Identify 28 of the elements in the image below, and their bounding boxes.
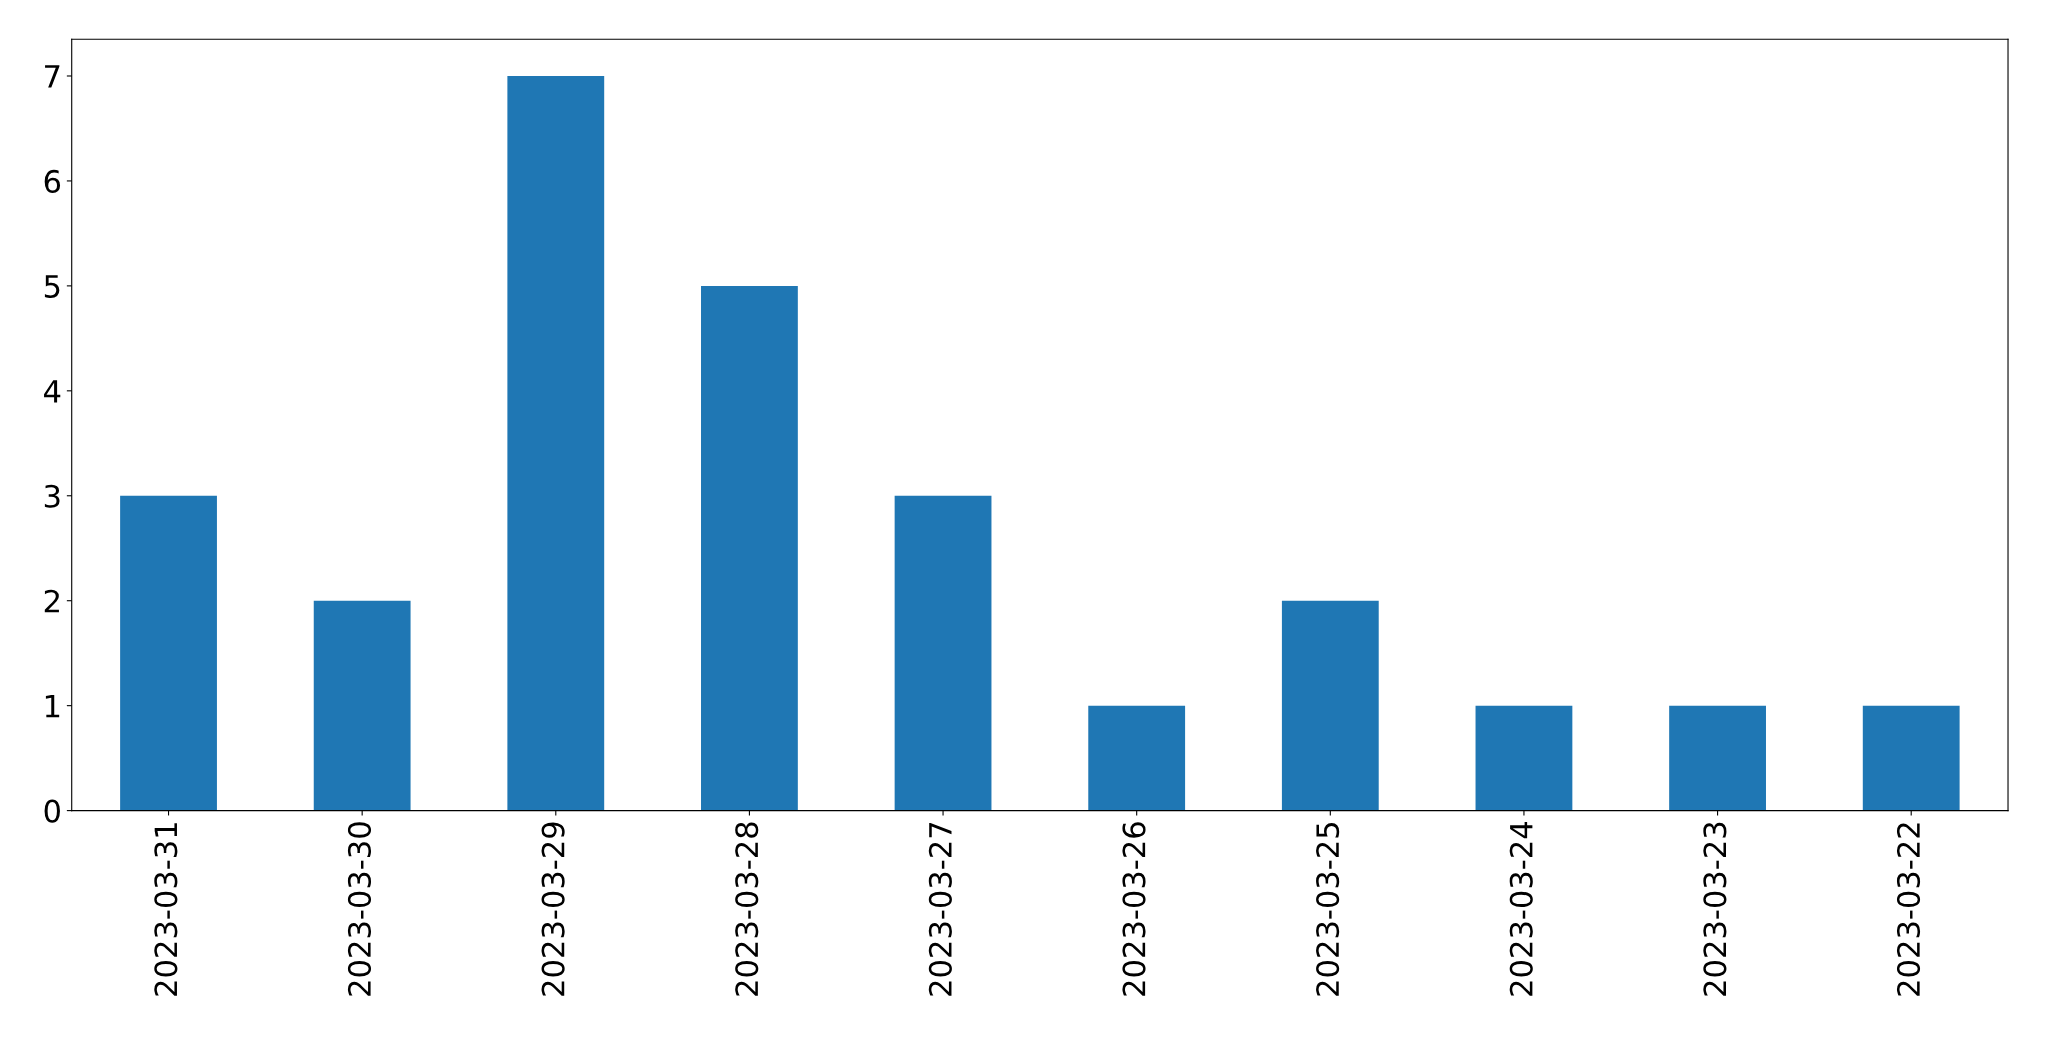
- x-tick-label: 2023-03-23: [1703, 822, 1727, 996]
- bar: [1475, 705, 1573, 811]
- bar: [120, 495, 217, 811]
- y-tick-label: 2: [44, 589, 59, 613]
- x-tick-label: 2023-03-30: [347, 822, 372, 996]
- x-tick-label: 2023-03-29: [541, 822, 565, 996]
- bar: [1669, 705, 1766, 811]
- y-tick-label: 5: [44, 275, 60, 298]
- x-tick-label: 2023-03-28: [735, 822, 759, 996]
- bar: [313, 600, 411, 811]
- bar: [894, 495, 992, 811]
- x-tick-label: 2023-03-26: [1122, 822, 1146, 996]
- x-tick-label: 2023-03-31: [154, 823, 178, 996]
- y-tick-label: 4: [44, 380, 61, 403]
- bar: [507, 75, 605, 811]
- y-tick-label: 0: [44, 799, 60, 823]
- y-tick-label: 1: [45, 694, 60, 718]
- bar: [701, 285, 798, 811]
- y-tick-label: 6: [44, 169, 61, 193]
- y-tick-label: 3: [44, 484, 60, 508]
- bar: [1862, 705, 1960, 811]
- x-tick-label: 2023-03-25: [1316, 823, 1340, 996]
- x-tick-label: 2023-03-24: [1509, 822, 1533, 996]
- x-tick-label: 2023-03-22: [1896, 823, 1921, 996]
- x-tick-label: 2023-03-27: [928, 822, 952, 996]
- bar: [1088, 705, 1186, 811]
- bar: [1281, 600, 1379, 811]
- y-tick-label: 7: [45, 65, 60, 88]
